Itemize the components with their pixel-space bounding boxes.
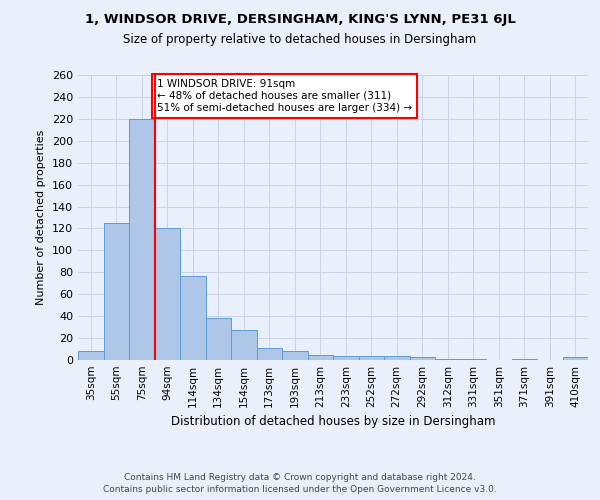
Text: Contains public sector information licensed under the Open Government Licence v3: Contains public sector information licen… bbox=[103, 485, 497, 494]
Text: 1 WINDSOR DRIVE: 91sqm
← 48% of detached houses are smaller (311)
51% of semi-de: 1 WINDSOR DRIVE: 91sqm ← 48% of detached… bbox=[157, 80, 412, 112]
Bar bbox=[129, 119, 155, 360]
Bar bbox=[205, 318, 231, 360]
Bar bbox=[308, 354, 333, 360]
Bar bbox=[180, 276, 205, 360]
Text: Size of property relative to detached houses in Dersingham: Size of property relative to detached ho… bbox=[124, 32, 476, 46]
Bar bbox=[257, 348, 282, 360]
Bar bbox=[409, 356, 435, 360]
Text: 1, WINDSOR DRIVE, DERSINGHAM, KING'S LYNN, PE31 6JL: 1, WINDSOR DRIVE, DERSINGHAM, KING'S LYN… bbox=[85, 12, 515, 26]
Bar bbox=[155, 228, 180, 360]
Bar bbox=[384, 356, 409, 360]
Bar bbox=[78, 351, 104, 360]
Bar bbox=[333, 356, 359, 360]
Bar bbox=[104, 223, 129, 360]
Bar bbox=[359, 356, 384, 360]
Bar bbox=[461, 359, 486, 360]
Y-axis label: Number of detached properties: Number of detached properties bbox=[37, 130, 46, 305]
Bar bbox=[563, 356, 588, 360]
Bar bbox=[231, 330, 257, 360]
Bar bbox=[435, 359, 461, 360]
Text: Contains HM Land Registry data © Crown copyright and database right 2024.: Contains HM Land Registry data © Crown c… bbox=[124, 472, 476, 482]
Bar bbox=[511, 359, 537, 360]
X-axis label: Distribution of detached houses by size in Dersingham: Distribution of detached houses by size … bbox=[171, 416, 495, 428]
Bar bbox=[282, 351, 308, 360]
